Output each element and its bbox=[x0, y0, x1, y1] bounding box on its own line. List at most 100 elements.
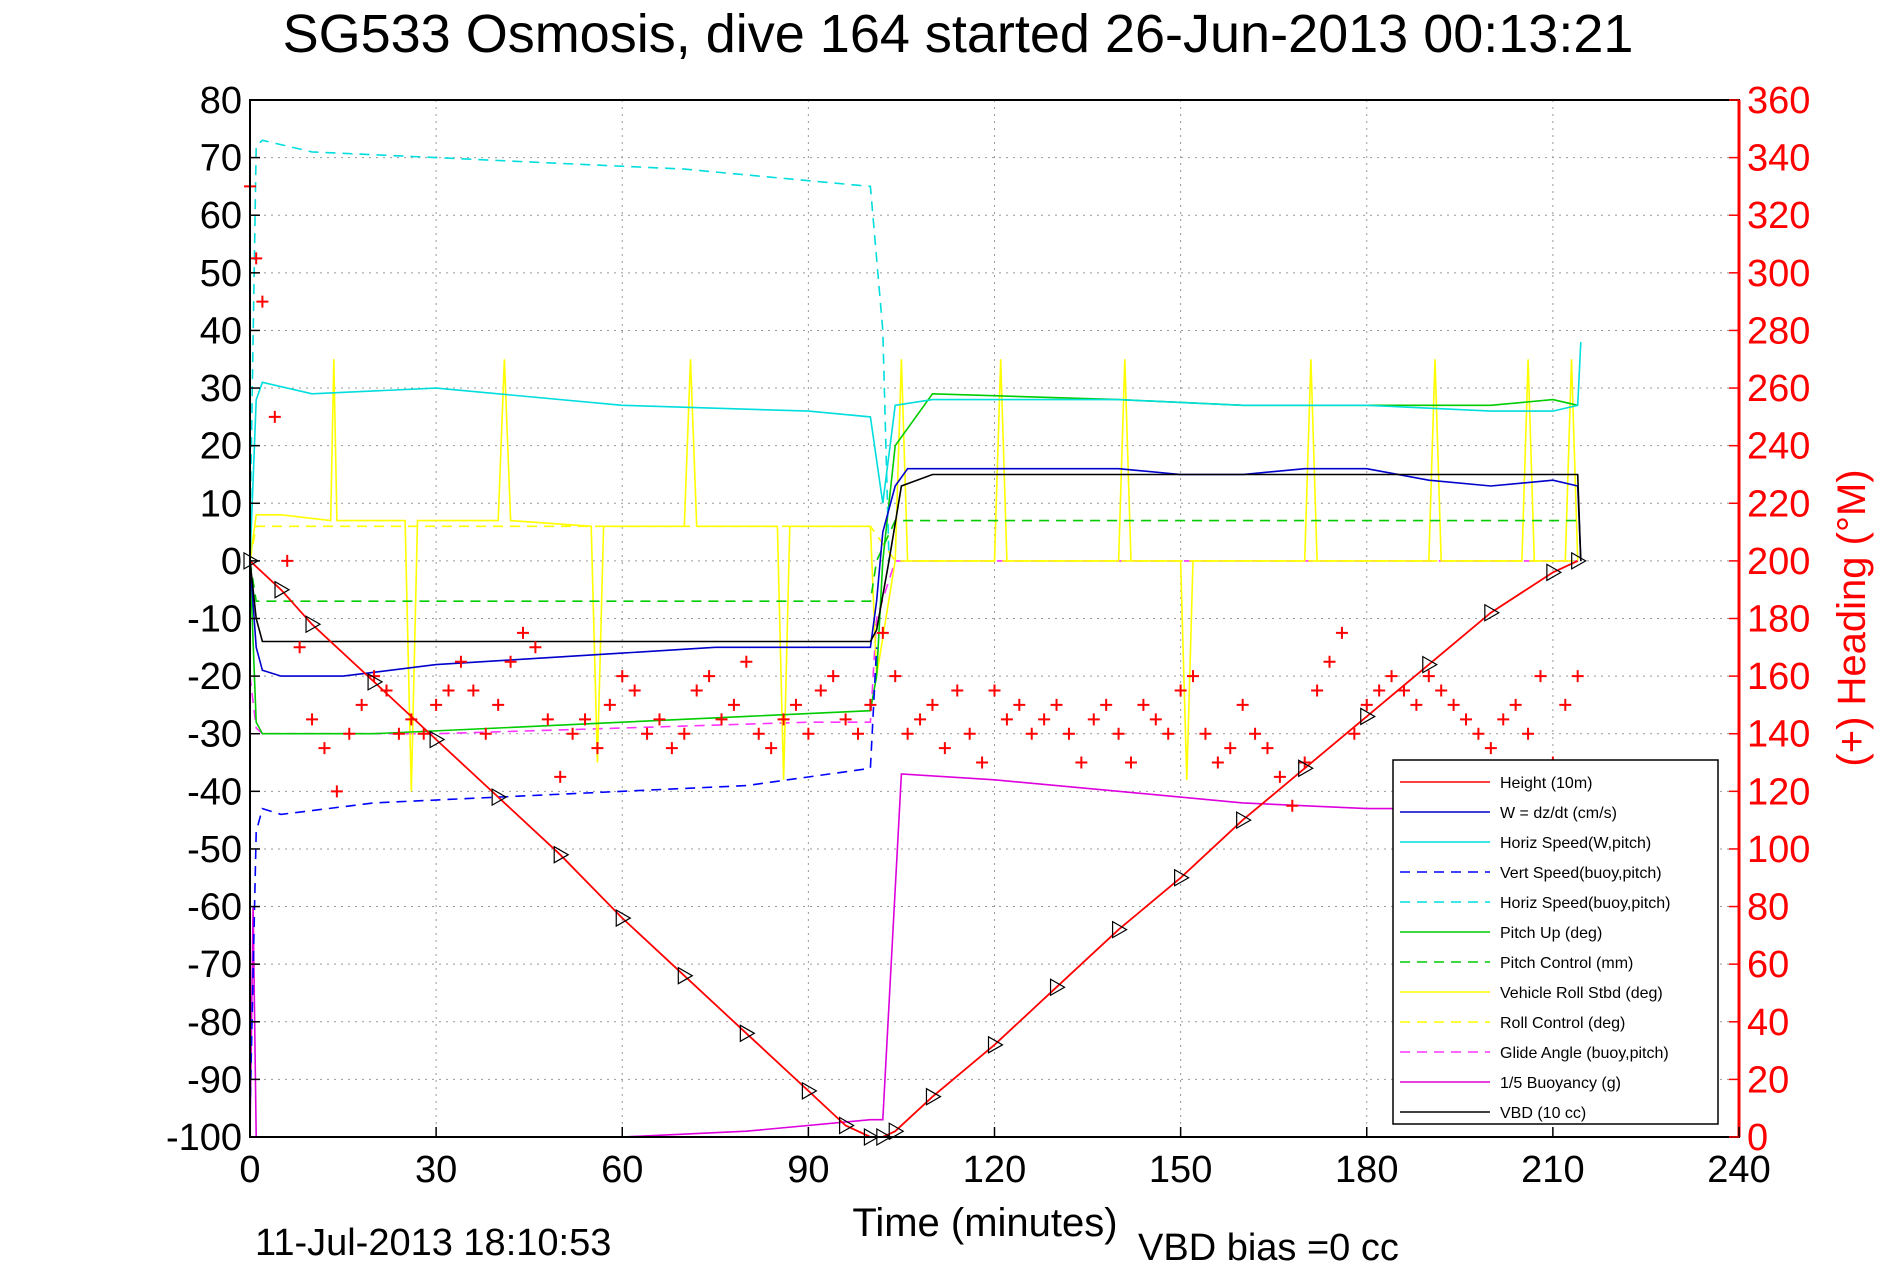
heading-point bbox=[417, 727, 430, 740]
heading-point bbox=[343, 727, 356, 740]
heading-point bbox=[703, 670, 716, 683]
x-tick-label: 180 bbox=[1335, 1149, 1398, 1191]
heading-point bbox=[951, 684, 964, 697]
heading-point bbox=[641, 727, 654, 740]
heading-point bbox=[405, 713, 418, 726]
heading-point bbox=[752, 727, 765, 740]
heading-point bbox=[1460, 713, 1473, 726]
height-marker bbox=[987, 1035, 1004, 1054]
heading-point bbox=[467, 684, 480, 697]
series-line bbox=[249, 139, 890, 561]
heading-point bbox=[690, 684, 703, 697]
heading-point bbox=[740, 655, 753, 668]
y2-tick-label: 100 bbox=[1747, 829, 1810, 871]
heading-point bbox=[852, 727, 865, 740]
legend-label: Horiz Speed(W,pitch) bbox=[1500, 835, 1651, 852]
heading-point bbox=[306, 713, 319, 726]
heading-point bbox=[864, 698, 877, 711]
y-tick-label: -90 bbox=[187, 1059, 242, 1101]
heading-point bbox=[628, 684, 641, 697]
y2-tick-label: 300 bbox=[1747, 253, 1810, 295]
y2-tick-label: 140 bbox=[1747, 714, 1810, 756]
x-tick-label: 210 bbox=[1521, 1149, 1584, 1191]
heading-point bbox=[1000, 713, 1013, 726]
y-tick-label: 70 bbox=[200, 138, 242, 180]
heading-point bbox=[368, 670, 381, 683]
heading-point bbox=[1075, 756, 1088, 769]
heading-point bbox=[665, 742, 678, 755]
heading-point bbox=[1497, 713, 1510, 726]
y2-tick-label: 40 bbox=[1747, 1002, 1789, 1044]
legend-label: Height (10m) bbox=[1500, 775, 1592, 792]
heading-point bbox=[1124, 756, 1137, 769]
heading-point bbox=[727, 698, 740, 711]
height-marker bbox=[615, 909, 632, 928]
legend-items: Height (10m) W = dz/dt (cm/s) Horiz Speed(… bbox=[1400, 775, 1670, 1122]
heading-point bbox=[1199, 727, 1212, 740]
x-axis-ticks: 0 30 60 90 120 150 180 210 240 bbox=[239, 1127, 1771, 1191]
heading-point bbox=[516, 626, 529, 639]
heading-point bbox=[1273, 770, 1286, 783]
heading-point bbox=[1236, 698, 1249, 711]
heading-point bbox=[1211, 756, 1224, 769]
heading-point bbox=[827, 670, 840, 683]
height-marker bbox=[1422, 655, 1438, 674]
y2-tick-label: 320 bbox=[1747, 195, 1810, 237]
heading-point bbox=[250, 252, 263, 265]
height-marker bbox=[274, 580, 291, 599]
x-axis-label: Time (minutes) bbox=[852, 1201, 1117, 1245]
height-marker bbox=[553, 845, 570, 864]
heading-point bbox=[1385, 670, 1398, 683]
heading-point bbox=[1087, 713, 1100, 726]
heading-point bbox=[1472, 727, 1485, 740]
height-marker bbox=[739, 1024, 756, 1043]
heading-point bbox=[938, 742, 951, 755]
legend-label: Pitch Up (deg) bbox=[1500, 925, 1602, 942]
y2-tick-label: 180 bbox=[1747, 599, 1810, 641]
heading-point bbox=[914, 713, 927, 726]
heading-point bbox=[1224, 742, 1237, 755]
heading-point bbox=[876, 626, 889, 639]
heading-point bbox=[1397, 684, 1410, 697]
y2-tick-label: 0 bbox=[1747, 1117, 1768, 1159]
x-tick-label: 150 bbox=[1149, 1149, 1212, 1191]
heading-point bbox=[802, 727, 815, 740]
heading-point bbox=[1435, 684, 1448, 697]
heading-point bbox=[1100, 698, 1113, 711]
chart-title: SG533 Osmosis, dive 164 started 26-Jun-2… bbox=[283, 4, 1634, 64]
legend-label: Vehicle Roll Stbd (deg) bbox=[1500, 985, 1663, 1002]
height-marker bbox=[888, 1122, 905, 1141]
heading-point bbox=[1571, 670, 1584, 683]
height-marker bbox=[1360, 707, 1376, 726]
y-tick-label: -20 bbox=[187, 656, 242, 698]
y-tick-label: 80 bbox=[200, 80, 242, 122]
footer-vbd-bias: VBD bias =0 cc bbox=[1138, 1227, 1399, 1262]
heading-point bbox=[579, 713, 592, 726]
height-marker bbox=[429, 730, 446, 749]
heading-point bbox=[603, 698, 616, 711]
heading-point bbox=[554, 770, 567, 783]
y-tick-label: -40 bbox=[187, 771, 242, 813]
heading-point bbox=[1447, 698, 1460, 711]
heading-point bbox=[839, 713, 852, 726]
y-tick-label: 60 bbox=[200, 195, 242, 237]
legend-label: W = dz/dt (cm/s) bbox=[1500, 805, 1617, 822]
heading-point bbox=[789, 698, 802, 711]
x-tick-label: 90 bbox=[787, 1149, 829, 1191]
height-marker bbox=[367, 672, 384, 691]
heading-point bbox=[529, 641, 542, 654]
height-marker bbox=[1571, 551, 1587, 570]
series-line bbox=[249, 467, 1582, 677]
heading-point bbox=[380, 684, 393, 697]
height-marker bbox=[801, 1081, 818, 1100]
heading-point bbox=[889, 670, 902, 683]
height-marker bbox=[1049, 978, 1066, 997]
heading-point bbox=[256, 295, 269, 308]
heading-point bbox=[1360, 698, 1373, 711]
heading-point bbox=[1373, 684, 1386, 697]
heading-point bbox=[566, 727, 579, 740]
y2-tick-label: 200 bbox=[1747, 541, 1810, 583]
y2-axis-label: (+) Heading (°M) bbox=[1830, 469, 1874, 766]
y2-tick-label: 80 bbox=[1747, 887, 1789, 929]
heading-point bbox=[926, 698, 939, 711]
